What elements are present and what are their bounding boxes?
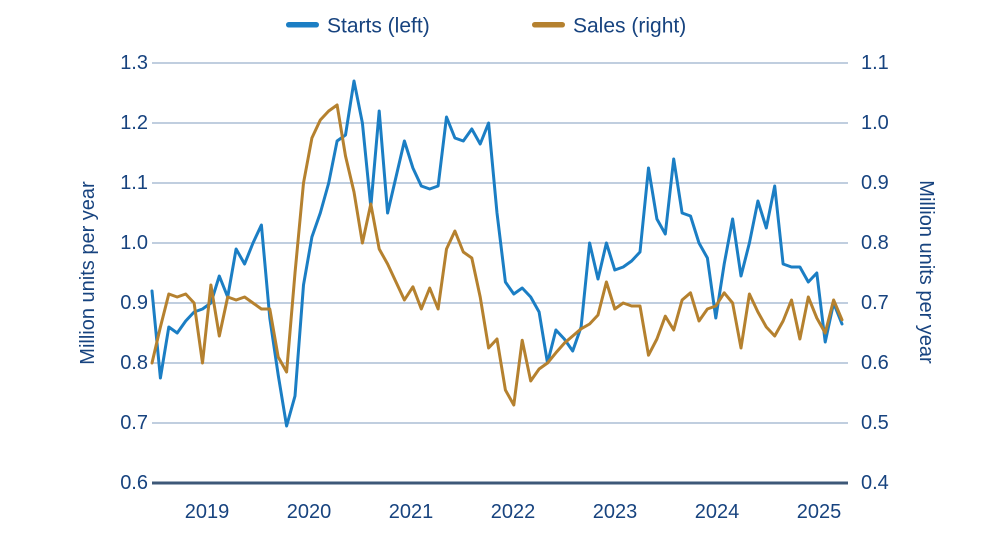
y-right-tick-label: 0.7: [861, 292, 889, 314]
y-left-tick-label: 0.6: [120, 472, 148, 494]
y-right-tick-label: 0.4: [861, 472, 889, 494]
legend-label-starts: Starts (left): [327, 15, 430, 38]
legend-label-sales: Sales (right): [573, 15, 686, 38]
y-left-tick-label: 0.9: [120, 292, 148, 314]
starts-series-line: [150, 79, 844, 428]
sales-series-line: [150, 103, 844, 407]
x-tick-label-2019: 2019: [185, 501, 230, 523]
y-right-tick-label: 1.0: [861, 112, 889, 134]
y-left-tick-label: 1.3: [120, 52, 148, 74]
legend-swatch-sales: [532, 22, 565, 28]
y-left-axis-title: Million units per year: [77, 181, 99, 365]
y-left-tick-label: 1.2: [120, 112, 148, 134]
x-tick-label-2023: 2023: [593, 501, 638, 523]
gridlines: [152, 62, 848, 485]
x-tick-label-2024: 2024: [695, 501, 740, 523]
y-left-tick-label: 1.0: [120, 232, 148, 254]
legend-swatch-starts: [286, 22, 319, 28]
y-right-tick-label: 0.5: [861, 412, 889, 434]
tick-labels: 1.3 1.1 1.2 1.0 1.1 0.9 1.0 0.8 0.9 0.7 0.8 0.6 0.7 0…: [120, 52, 889, 523]
series-lines: [150, 79, 844, 428]
y-left-tick-label: 0.7: [120, 412, 148, 434]
y-right-tick-label: 0.9: [861, 172, 889, 194]
legend: Starts (left) Sales (right): [286, 15, 686, 38]
y-right-tick-label: 0.8: [861, 232, 889, 254]
x-tick-label-2021: 2021: [389, 501, 434, 523]
y-right-axis-title: Million units per year: [915, 180, 937, 364]
y-right-tick-label: 0.6: [861, 352, 889, 374]
y-left-tick-label: 1.1: [120, 172, 148, 194]
x-tick-label-2025: 2025: [797, 501, 842, 523]
y-left-tick-label: 0.8: [120, 352, 148, 374]
x-tick-label-2020: 2020: [287, 501, 332, 523]
x-tick-label-2022: 2022: [491, 501, 536, 523]
y-right-tick-label: 1.1: [861, 52, 889, 74]
